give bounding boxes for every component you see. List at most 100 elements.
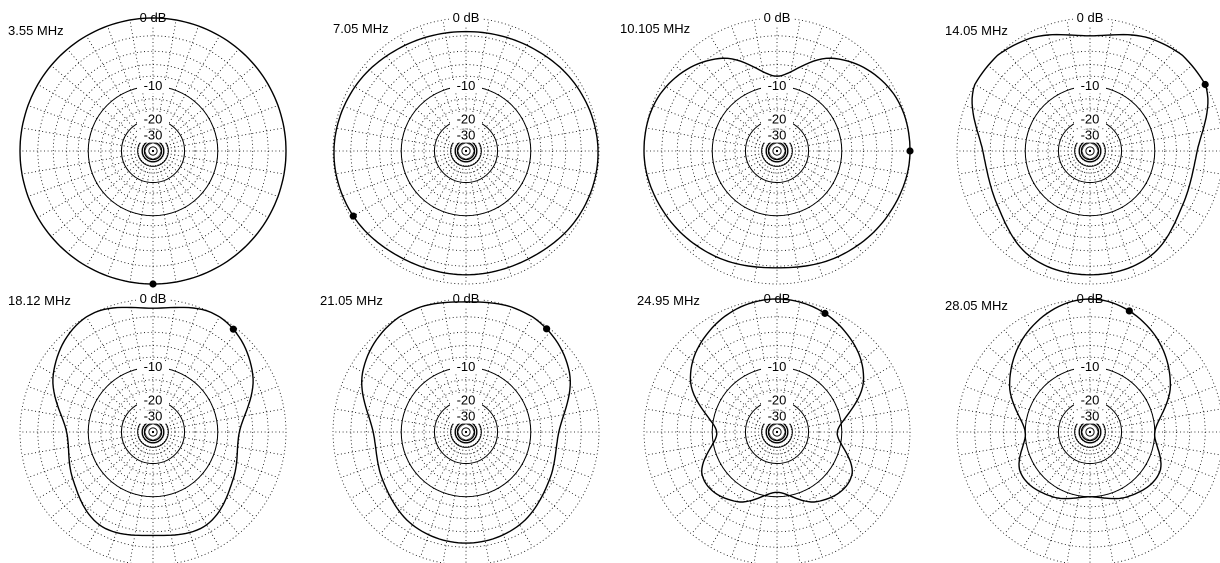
grid-spoke	[776, 150, 801, 283]
grid-spoke	[340, 431, 467, 478]
grid-spoke	[1089, 431, 1114, 563]
pattern-marker	[149, 280, 157, 288]
grid-spoke	[1089, 431, 1157, 548]
grid-spoke	[776, 127, 909, 152]
grid-spoke	[21, 150, 154, 175]
grid-spoke	[152, 431, 177, 563]
grid-spoke	[129, 300, 154, 433]
grid-ring	[130, 409, 176, 455]
grid-ring	[413, 98, 519, 204]
ring-label-background	[761, 80, 793, 94]
chart-title: 28.05 MHz	[945, 298, 1008, 313]
grid-spoke	[753, 431, 778, 563]
grid-spoke	[152, 431, 239, 535]
grid-spoke	[465, 431, 569, 518]
ring-label: -30	[144, 409, 163, 424]
grid-spoke	[363, 346, 467, 433]
ring-label: -20	[768, 111, 787, 126]
grid-spoke	[152, 84, 269, 152]
ring-label-background	[761, 12, 793, 25]
ring-label-background	[450, 129, 482, 143]
ring-label-background	[450, 361, 482, 375]
ring-label-background	[137, 113, 169, 127]
grid-spoke	[27, 431, 154, 478]
ring-label: -30	[457, 409, 476, 424]
grid-spoke	[987, 431, 1091, 518]
ring-label: -30	[1081, 409, 1100, 424]
grid-ring	[701, 356, 853, 508]
radiation-pattern	[52, 306, 254, 537]
ring-label-background	[761, 361, 793, 375]
grid-ring	[661, 35, 893, 267]
grid-spoke	[1004, 150, 1091, 254]
grid-spoke	[651, 150, 778, 197]
grid-spoke	[776, 150, 823, 277]
ring-label-background	[761, 129, 793, 143]
grid-ring	[350, 316, 582, 548]
grid-spoke	[350, 150, 467, 218]
grid-spoke	[958, 431, 1091, 456]
grid-spoke	[465, 408, 598, 433]
grid-ring	[724, 379, 830, 485]
ring-label: 0 dB	[1077, 10, 1104, 25]
grid-spoke	[987, 346, 1091, 433]
grid-ring	[66, 64, 240, 238]
pattern-marker	[1201, 80, 1209, 89]
grid-spoke	[1089, 84, 1206, 152]
polar-chart: 0 dB -10 -20 -30 7.05 MHz	[332, 10, 600, 285]
grid-spoke	[1089, 346, 1193, 433]
grid-spoke	[363, 431, 467, 518]
grid-spoke	[661, 431, 778, 499]
grid-spoke	[710, 150, 778, 267]
pattern-marker	[821, 309, 829, 317]
grid-spoke	[50, 65, 154, 152]
grid-ring	[379, 345, 553, 519]
grid-spoke	[964, 150, 1091, 197]
grid-spoke	[645, 431, 778, 456]
ring-label-background	[761, 394, 793, 408]
grid-ring	[130, 128, 176, 174]
grid-spoke	[674, 431, 778, 518]
grid-spoke	[958, 150, 1091, 175]
grid-spoke	[442, 431, 467, 563]
grid-spoke	[152, 365, 269, 433]
ring-label: 0 dB	[453, 291, 480, 306]
grid-spoke	[86, 431, 154, 548]
grid-spoke	[1044, 431, 1091, 558]
grid-spoke	[152, 127, 285, 152]
grid-spoke	[987, 150, 1091, 237]
grid-spoke	[465, 150, 552, 254]
grid-ring	[734, 389, 820, 475]
grid-ring	[52, 50, 254, 252]
grid-spoke	[776, 365, 893, 433]
grid-spoke	[974, 431, 1091, 499]
ring-label: -10	[1081, 359, 1100, 374]
grid-spoke	[776, 19, 801, 152]
grid-spoke	[776, 300, 801, 433]
grid-ring	[956, 298, 1220, 563]
grid-spoke	[691, 150, 778, 254]
pattern-marker	[349, 212, 357, 220]
grid-spoke	[1089, 150, 1176, 254]
polar-chart: 0 dB -10 -20 -30 14.05 MHz	[945, 10, 1220, 285]
radiation-pattern	[333, 30, 599, 276]
grid-spoke	[152, 65, 256, 152]
chart-title: 14.05 MHz	[945, 23, 1008, 38]
grid-spoke	[420, 431, 467, 558]
grid-spoke	[776, 84, 893, 152]
grid-ring	[974, 316, 1206, 548]
ring-label-background	[450, 12, 482, 25]
ring-label-background	[761, 410, 793, 424]
ring-label: -20	[144, 392, 163, 407]
chart-title: 21.05 MHz	[320, 293, 383, 308]
grid-spoke	[152, 150, 285, 175]
grid-ring	[379, 64, 553, 238]
ring-label-background	[1074, 80, 1106, 94]
grid-ring	[989, 331, 1191, 533]
grid-spoke	[1089, 300, 1114, 433]
ring-label: -10	[768, 78, 787, 93]
grid-spoke	[776, 431, 909, 456]
grid-spoke	[334, 127, 467, 152]
grid-spoke	[152, 408, 285, 433]
grid-spoke	[465, 127, 598, 152]
